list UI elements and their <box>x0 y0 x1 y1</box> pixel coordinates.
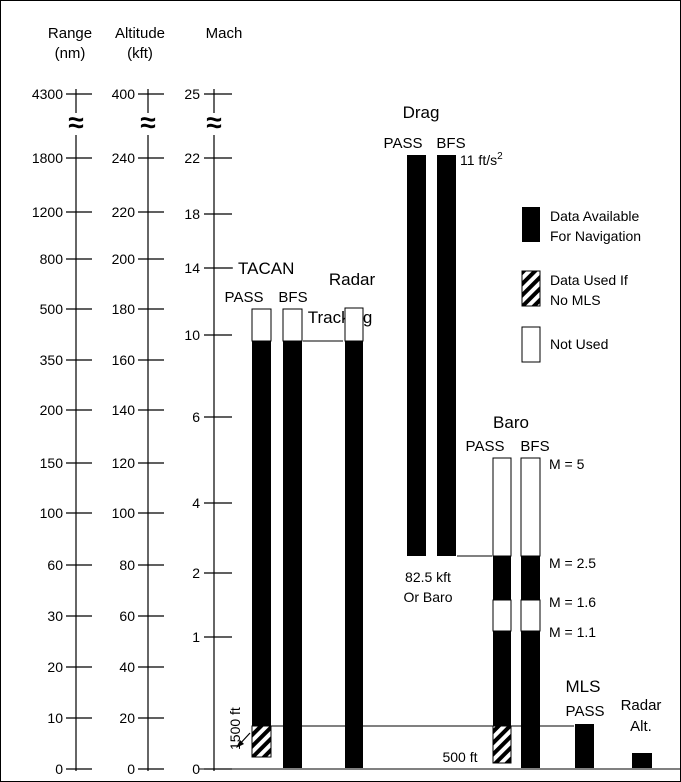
tacan-floor-label: 1500 ft <box>227 707 243 750</box>
mach-tick-label: 0 <box>192 761 200 777</box>
baro-mach-label-1-1: M = 1.1 <box>549 624 596 640</box>
range-tick-label: 0 <box>55 761 63 777</box>
legend-available-line2: For Navigation <box>550 228 641 244</box>
legend-available-swatch <box>522 207 540 242</box>
baro-mach-label-1-6: M = 1.6 <box>549 594 596 610</box>
mls-pass-label: PASS <box>566 703 605 720</box>
altitude-tick-label: 80 <box>119 557 135 573</box>
mls-title: MLS <box>566 677 601 696</box>
radar-alt-bar <box>632 753 652 768</box>
legend: Data Available For Navigation Data Used … <box>521 207 641 363</box>
legend-used-if-line1: Data Used If <box>550 272 628 288</box>
altitude-tick-label: 20 <box>119 710 135 726</box>
range-tick-label: 1200 <box>32 204 63 220</box>
altitude-tick-label: 140 <box>112 402 136 418</box>
baro-pass-label: PASS <box>466 438 505 455</box>
drag-bfs-label: BFS <box>436 135 465 152</box>
altitude-tick-label: 40 <box>119 659 135 675</box>
drag-bfs-bar <box>437 155 456 556</box>
range-tick-label: 150 <box>40 455 64 471</box>
mls-pass-bar <box>575 724 594 768</box>
altitude-tick-label: 240 <box>112 150 136 166</box>
range-tick-label: 20 <box>47 659 63 675</box>
mach-tick-label: 18 <box>184 206 200 222</box>
range-tick-label: 100 <box>40 505 64 521</box>
range-axis-break-icon: ≈ <box>68 107 83 138</box>
range-tick-label: 500 <box>40 301 64 317</box>
altitude-tick-label: 180 <box>112 301 136 317</box>
altitude-tick-label: 60 <box>119 608 135 624</box>
altitude-header-line2: (kft) <box>127 45 153 62</box>
legend-not-used-swatch <box>521 326 541 363</box>
baro-pass-bar <box>492 457 512 764</box>
mach-tick-label: 1 <box>192 629 200 645</box>
range-tick-label: 10 <box>47 710 63 726</box>
radar-alt-title-line2: Alt. <box>630 718 652 735</box>
radar-tracking-title-line1: Radar <box>329 270 376 289</box>
tacan-bfs-bar <box>282 308 303 768</box>
drag-title: Drag <box>403 103 440 122</box>
altitude-tick-label: 100 <box>112 505 136 521</box>
mach-tick-label: 6 <box>192 409 200 425</box>
mach-header: Mach <box>206 25 243 42</box>
range-tick-label: 350 <box>40 352 64 368</box>
drag-top-label: 11 ft/s2 <box>460 151 503 168</box>
radar-tracking-bar <box>344 307 364 768</box>
range-tick-label: 800 <box>40 251 64 267</box>
drag-bottom-label-line1: 82.5 kft <box>405 569 451 585</box>
range-header-line1: Range <box>48 25 92 42</box>
mach-tick-label: 22 <box>184 150 200 166</box>
range-tick-label: 1800 <box>32 150 63 166</box>
altitude-tick-label: 400 <box>112 86 136 102</box>
tacan-floor-arrow-icon <box>236 732 251 748</box>
mach-tick-label: 10 <box>184 327 200 343</box>
mach-tick-label: 14 <box>184 260 200 276</box>
mach-tick-label: 2 <box>192 565 200 581</box>
altitude-axis-break-icon: ≈ <box>140 107 155 138</box>
tacan-pass-label: PASS <box>225 289 264 306</box>
range-tick-label: 30 <box>47 608 63 624</box>
legend-available-line1: Data Available <box>550 208 639 224</box>
tacan-title: TACAN <box>238 259 294 278</box>
altitude-tick-label: 200 <box>112 251 136 267</box>
tacan-bfs-label: BFS <box>278 289 307 306</box>
baro-mach-label-2-5: M = 2.5 <box>549 555 596 571</box>
altitude-tick-label: 0 <box>127 761 135 777</box>
range-header-line2: (nm) <box>55 45 86 62</box>
range-tick-label: 200 <box>40 402 64 418</box>
baro-bfs-bar <box>520 457 541 768</box>
range-tick-label: 4300 <box>32 86 63 102</box>
mach-tick-label: 4 <box>192 495 200 511</box>
drag-pass-bar <box>407 155 426 556</box>
baro-title: Baro <box>493 413 529 432</box>
altitude-header-line1: Altitude <box>115 25 165 42</box>
baro-floor-label: 500 ft <box>442 749 477 765</box>
range-tick-label: 60 <box>47 557 63 573</box>
altitude-tick-label: 120 <box>112 455 136 471</box>
legend-used-if-swatch <box>521 270 541 307</box>
altitude-tick-label: 220 <box>112 204 136 220</box>
altitude-tick-label: 160 <box>112 352 136 368</box>
drag-bottom-label-line2: Or Baro <box>403 589 452 605</box>
legend-not-used-label: Not Used <box>550 336 608 352</box>
mach-tick-label: 25 <box>184 86 200 102</box>
radar-alt-title-line1: Radar <box>621 697 662 714</box>
baro-mach-label-5: M = 5 <box>549 456 585 472</box>
baro-bfs-label: BFS <box>520 438 549 455</box>
tacan-pass-bar <box>251 308 272 758</box>
legend-used-if-line2: No MLS <box>550 292 601 308</box>
mach-axis-break-icon: ≈ <box>206 107 221 138</box>
drag-pass-label: PASS <box>384 135 423 152</box>
